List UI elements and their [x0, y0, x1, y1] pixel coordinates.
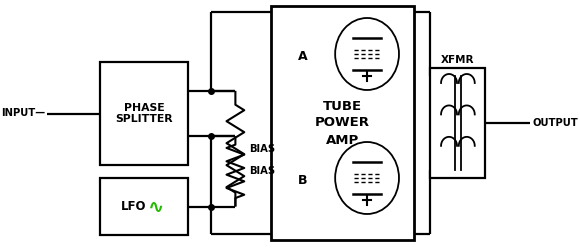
Text: BIAS: BIAS	[249, 166, 276, 176]
Text: A: A	[298, 50, 307, 62]
Text: B: B	[298, 174, 307, 186]
Text: XFMR: XFMR	[441, 55, 474, 65]
Text: BIAS: BIAS	[249, 144, 276, 154]
Text: TUBE
POWER
AMP: TUBE POWER AMP	[315, 99, 370, 147]
Bar	[100, 178, 188, 235]
Text: LFO: LFO	[121, 200, 146, 213]
Bar	[271, 6, 415, 240]
Text: INPUT—: INPUT—	[2, 109, 46, 119]
Bar	[100, 62, 188, 165]
Text: PHASE
SPLITTER: PHASE SPLITTER	[115, 103, 173, 124]
Bar	[430, 68, 485, 178]
Text: OUTPUT: OUTPUT	[532, 118, 578, 128]
Text: ∿: ∿	[148, 198, 165, 217]
